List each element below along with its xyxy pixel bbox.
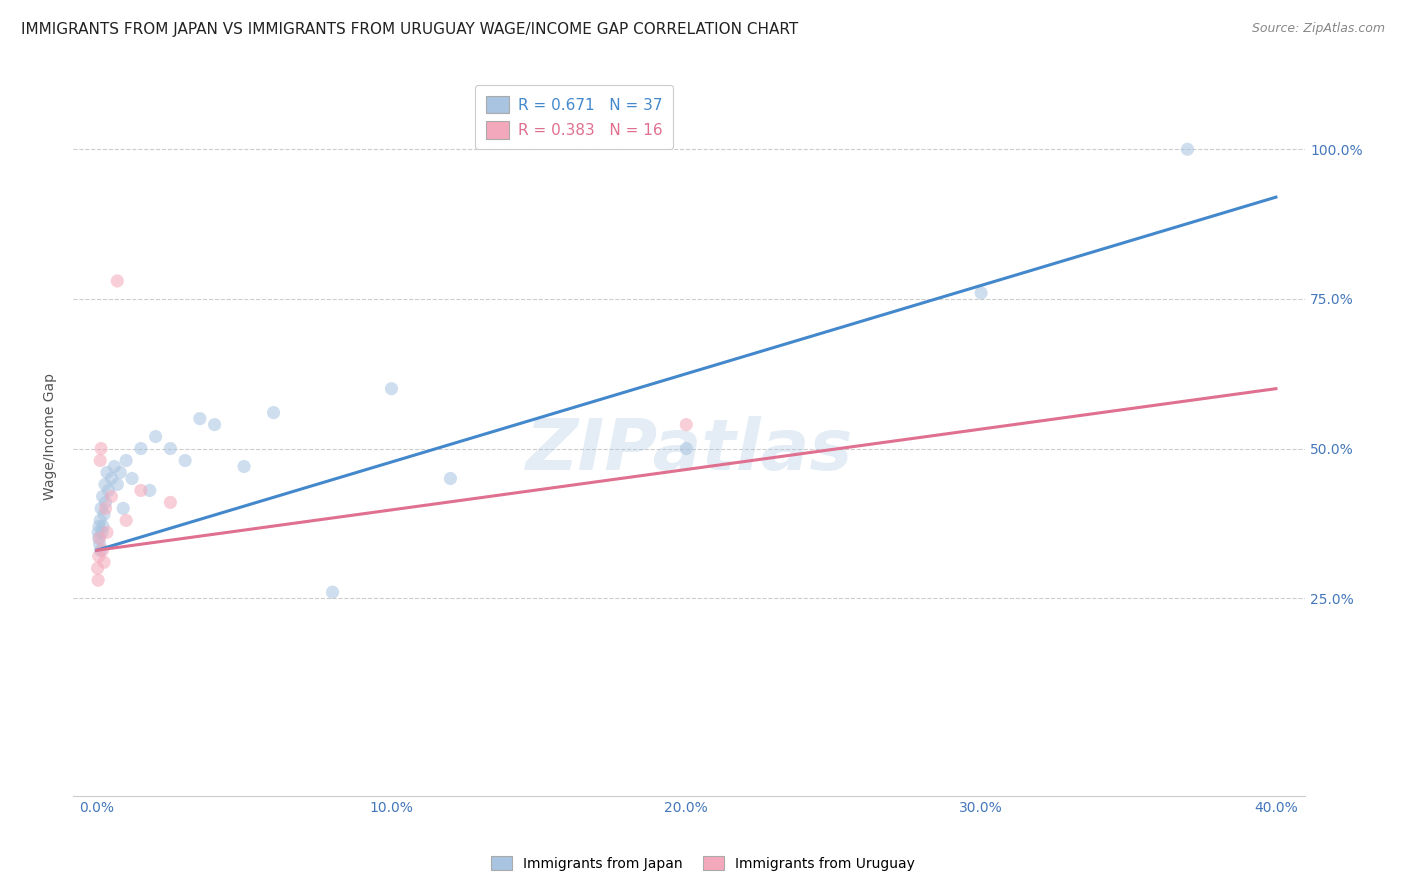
Point xyxy=(91,525,114,540)
Point xyxy=(89,532,111,546)
Point xyxy=(263,406,285,420)
Point xyxy=(94,495,117,509)
Point xyxy=(675,442,697,456)
Point xyxy=(90,442,112,456)
Point xyxy=(970,285,993,300)
Point xyxy=(139,483,162,498)
Point xyxy=(94,501,117,516)
Point xyxy=(100,471,122,485)
Point xyxy=(380,382,402,396)
Point xyxy=(112,501,135,516)
Point xyxy=(91,490,114,504)
Point xyxy=(1177,142,1199,156)
Point xyxy=(100,490,122,504)
Y-axis label: Wage/Income Gap: Wage/Income Gap xyxy=(44,373,58,500)
Point xyxy=(159,495,181,509)
Point xyxy=(96,525,118,540)
Point xyxy=(93,555,115,569)
Legend: R = 0.671   N = 37, R = 0.383   N = 16: R = 0.671 N = 37, R = 0.383 N = 16 xyxy=(475,85,673,149)
Point xyxy=(87,525,110,540)
Point xyxy=(86,561,108,575)
Text: Source: ZipAtlas.com: Source: ZipAtlas.com xyxy=(1251,22,1385,36)
Point xyxy=(129,442,152,456)
Point xyxy=(322,585,344,599)
Point xyxy=(233,459,256,474)
Point xyxy=(439,471,461,485)
Point xyxy=(129,483,152,498)
Point xyxy=(87,573,110,587)
Point xyxy=(204,417,226,432)
Point xyxy=(115,513,138,527)
Point xyxy=(115,453,138,467)
Point xyxy=(121,471,143,485)
Point xyxy=(675,417,697,432)
Point xyxy=(145,429,167,443)
Legend: Immigrants from Japan, Immigrants from Uruguay: Immigrants from Japan, Immigrants from U… xyxy=(485,850,921,876)
Point xyxy=(97,483,120,498)
Point xyxy=(91,519,114,533)
Point xyxy=(188,411,211,425)
Point xyxy=(105,477,128,491)
Point xyxy=(94,477,117,491)
Point xyxy=(89,543,111,558)
Point xyxy=(110,466,132,480)
Point xyxy=(87,519,110,533)
Point xyxy=(87,532,110,546)
Point xyxy=(90,501,112,516)
Point xyxy=(159,442,181,456)
Point xyxy=(87,549,110,564)
Point xyxy=(105,274,128,288)
Text: ZIPatlas: ZIPatlas xyxy=(526,417,853,485)
Point xyxy=(174,453,197,467)
Point xyxy=(89,453,111,467)
Point xyxy=(91,543,114,558)
Point xyxy=(89,513,111,527)
Point xyxy=(93,508,115,522)
Point xyxy=(89,537,111,551)
Point xyxy=(103,459,125,474)
Point xyxy=(96,466,118,480)
Text: IMMIGRANTS FROM JAPAN VS IMMIGRANTS FROM URUGUAY WAGE/INCOME GAP CORRELATION CHA: IMMIGRANTS FROM JAPAN VS IMMIGRANTS FROM… xyxy=(21,22,799,37)
